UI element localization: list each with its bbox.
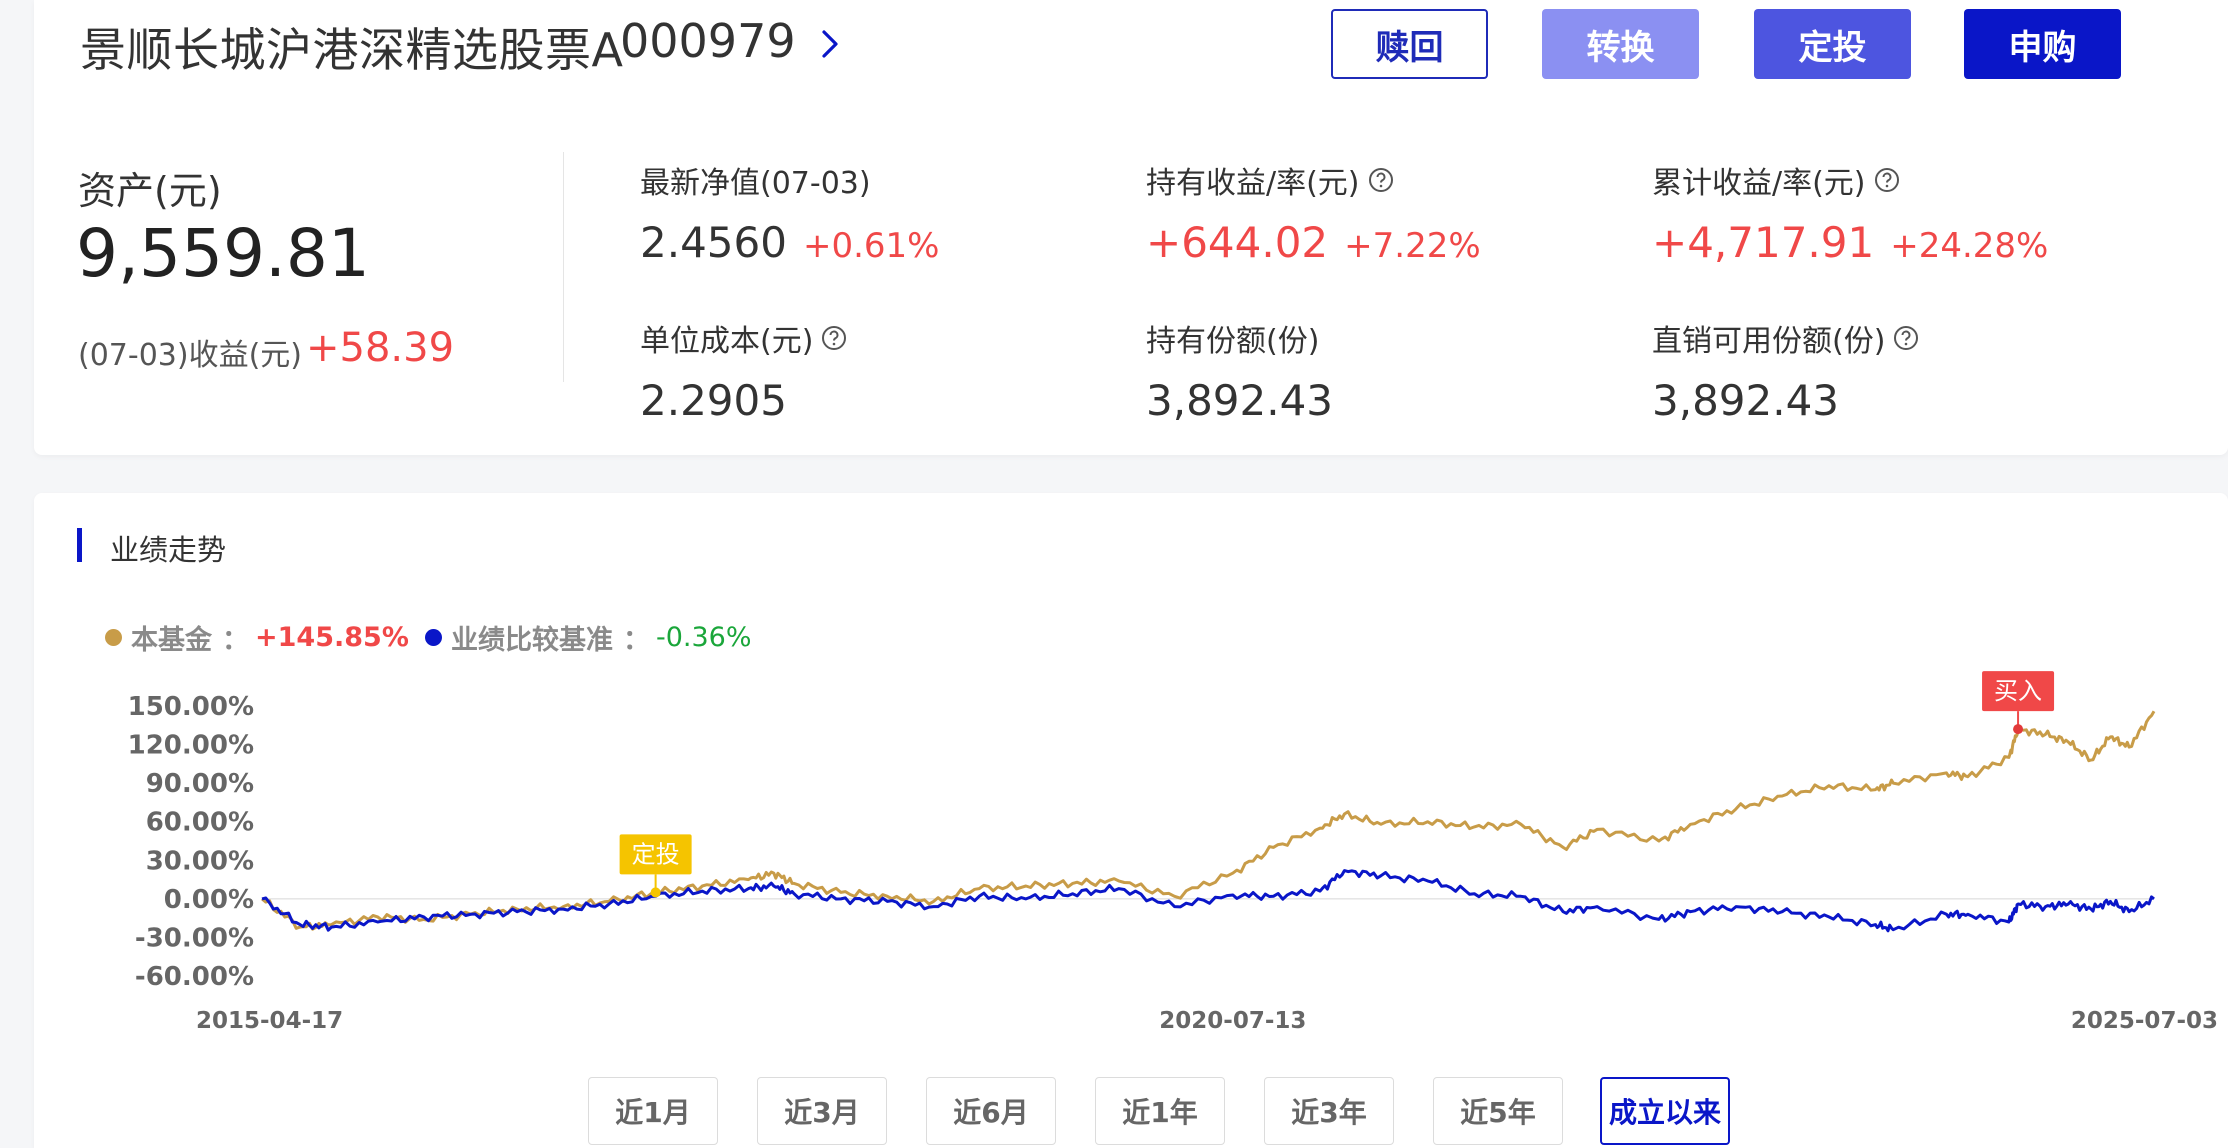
unit-cost-value: 2.2905 <box>640 376 787 425</box>
y-tick-label: 60.00% <box>146 808 254 838</box>
legend-fund-pct: +145.85% <box>255 622 409 653</box>
range-1y-button[interactable]: 近1年 <box>1095 1077 1225 1145</box>
chevron-right-icon[interactable] <box>810 24 850 64</box>
marker-point <box>650 887 661 898</box>
direct-shares-value: 3,892.43 <box>1652 376 1840 425</box>
hold-profit-value: +644.02 <box>1146 218 1329 267</box>
sip-marker[interactable]: 定投 <box>619 834 692 898</box>
hold-shares-label: 持有份额(份) <box>1146 324 1320 359</box>
question-circle-icon[interactable] <box>1368 167 1394 193</box>
range-6m-button[interactable]: 近6月 <box>926 1077 1056 1145</box>
marker-point <box>2013 724 2024 735</box>
marker-tag <box>619 834 692 875</box>
hold-profit-rate: +7.22% <box>1344 226 1481 266</box>
marker-tag <box>1982 671 2055 712</box>
question-circle-icon[interactable] <box>1893 325 1919 351</box>
legend-benchmark-pct: -0.36% <box>656 622 752 653</box>
legend-fund-dot <box>105 629 122 646</box>
x-tick-label: 2015-04-17 <box>196 1008 343 1034</box>
range-3m-button[interactable]: 近3月 <box>757 1077 887 1145</box>
cum-profit-label: 累计收益/率(元) <box>1652 158 1900 202</box>
cum-profit-group: +4,717.91 +24.28% <box>1652 218 2048 267</box>
nav-value-group: 2.4560 +0.61% <box>640 218 939 267</box>
section-title: 业绩走势 <box>110 533 227 567</box>
legend-benchmark-dot <box>425 629 442 646</box>
summary-divider <box>563 152 564 382</box>
hold-profit-group: +644.02 +7.22% <box>1146 218 1481 267</box>
buy-button[interactable]: 申购 <box>1964 9 2121 79</box>
redeem-button[interactable]: 赎回 <box>1331 9 1488 79</box>
sip-button[interactable]: 定投 <box>1754 9 1911 79</box>
y-tick-label: 90.00% <box>146 769 254 799</box>
fund-name: 景顺长城沪港深精选股票A <box>80 23 624 77</box>
daily-profit-label: (07-03)收益(元) <box>78 338 302 373</box>
y-tick-label: 30.00% <box>146 846 254 876</box>
benchmark-series-line <box>261 869 2155 933</box>
range-5y-button[interactable]: 近5年 <box>1433 1077 1563 1145</box>
asset-label: 资产(元) <box>78 169 222 213</box>
legend-benchmark[interactable]: 业绩比较基准 ： -0.36% <box>425 618 752 657</box>
direct-shares-label: 直销可用份额(份) <box>1652 316 1919 360</box>
nav-label: 最新净值(07-03) <box>640 166 871 201</box>
y-tick-label: 150.00% <box>128 692 254 722</box>
hold-profit-label: 持有收益/率(元) <box>1146 158 1394 202</box>
legend-fund-sep: ： <box>222 625 249 656</box>
convert-button[interactable]: 转换 <box>1542 9 1699 79</box>
y-tick-label: -30.00% <box>135 923 254 953</box>
x-tick-label: 2025-07-03 <box>2071 1008 2218 1034</box>
marker-label: 买入 <box>1994 677 2042 705</box>
unit-cost-label: 单位成本(元) <box>640 316 847 360</box>
y-tick-label: 0.00% <box>164 885 254 915</box>
x-tick-label: 2020-07-13 <box>1159 1008 1306 1034</box>
cum-profit-value: +4,717.91 <box>1652 218 1875 267</box>
legend-fund[interactable]: 本基金 ： +145.85% <box>105 618 409 657</box>
y-tick-label: 120.00% <box>128 731 254 761</box>
section-accent-bar <box>77 528 82 562</box>
range-1m-button[interactable]: 近1月 <box>588 1077 718 1145</box>
nav-change: +0.61% <box>802 226 940 266</box>
y-tick-label: -60.00% <box>135 962 254 992</box>
question-circle-icon[interactable] <box>1874 167 1900 193</box>
nav-value: 2.4560 <box>640 218 787 267</box>
hold-shares-value: 3,892.43 <box>1146 376 1334 425</box>
range-since-inception-button[interactable]: 成立以来 <box>1600 1077 1730 1145</box>
fund-code: 000979 <box>620 14 796 68</box>
marker-label: 定投 <box>632 840 680 868</box>
cum-profit-rate: +24.28% <box>1890 226 2049 266</box>
legend-benchmark-sep: ： <box>623 625 650 656</box>
asset-value: 9,559.81 <box>76 215 370 292</box>
fund-series-line <box>261 710 2156 931</box>
performance-card <box>34 493 2228 1148</box>
buy-marker[interactable]: 买入 <box>1982 671 2055 735</box>
range-3y-button[interactable]: 近3年 <box>1264 1077 1394 1145</box>
legend-fund-name: 本基金 <box>131 625 212 656</box>
question-circle-icon[interactable] <box>821 325 847 351</box>
legend-benchmark-name: 业绩比较基准 <box>451 625 613 656</box>
daily-profit-value: +58.39 <box>306 325 455 371</box>
